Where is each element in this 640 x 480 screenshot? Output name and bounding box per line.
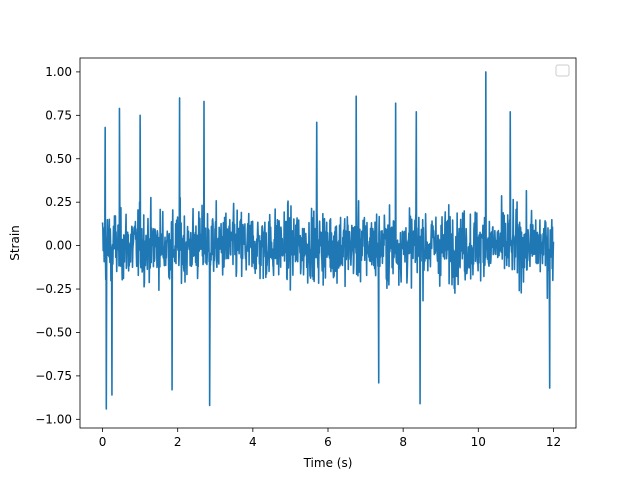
x-tick-label: 6 (324, 435, 332, 449)
x-tick-label: 10 (471, 435, 486, 449)
y-tick-label: 0.00 (45, 239, 72, 253)
y-tick-label: −0.50 (35, 325, 72, 339)
y-tick-label: −0.25 (35, 282, 72, 296)
x-tick-label: 0 (99, 435, 107, 449)
y-tick-label: 0.50 (45, 152, 72, 166)
y-tick-label: 0.25 (45, 195, 72, 209)
x-tick-label: 4 (249, 435, 257, 449)
x-tick-label: 2 (174, 435, 182, 449)
y-tick-label: 0.75 (45, 108, 72, 122)
y-tick-label: −0.75 (35, 369, 72, 383)
strain-series-line (101, 71, 555, 410)
x-tick-label: 12 (546, 435, 561, 449)
legend-box (555, 64, 570, 77)
y-tick-label: −1.00 (35, 412, 72, 426)
x-axis-label: Time (s) (303, 456, 353, 470)
y-axis-label: Strain (8, 225, 22, 261)
x-axis-ticks: 0 2 4 6 8 10 12 (99, 428, 561, 449)
series-layer (101, 71, 555, 410)
x-tick-label: 8 (399, 435, 407, 449)
y-axis-ticks: 1.00 0.75 0.50 0.25 0.00 −0.25 −0.50 −0.75 −1.00 (35, 65, 80, 426)
y-tick-label: 1.00 (45, 65, 72, 79)
